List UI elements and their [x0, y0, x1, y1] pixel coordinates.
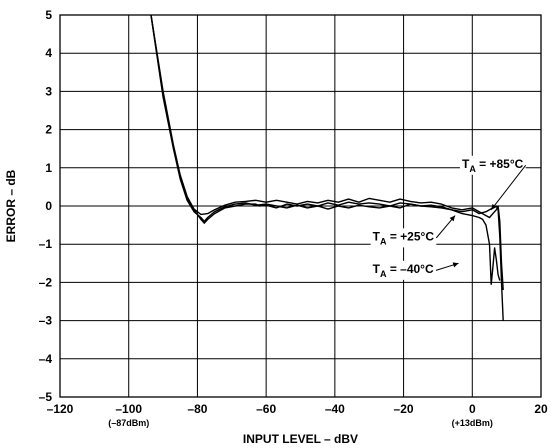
x-tick-label: –60 — [256, 402, 276, 416]
x-tick-label: 0 — [469, 402, 476, 416]
y-tick-label: –5 — [39, 390, 53, 404]
x-tick-sublabel: (+13dBm) — [452, 418, 493, 428]
y-tick-label: 0 — [45, 199, 52, 213]
annotation-arrowhead — [449, 215, 456, 222]
x-tick-label: –20 — [394, 402, 414, 416]
annotation-label-background — [370, 260, 436, 280]
x-tick-label: 20 — [534, 402, 548, 416]
x-tick-label: –120 — [47, 402, 74, 416]
annotation-label: TA = –40°C — [373, 262, 434, 279]
annotation-label: TA = +25°C — [373, 229, 435, 246]
x-tick-label: –80 — [187, 402, 207, 416]
y-axis-ticks: –5 –4 –3 –2 –1 0 1 2 3 4 5 — [39, 8, 53, 404]
y-tick-label: –4 — [39, 352, 53, 366]
x-tick-label: –100 — [115, 402, 142, 416]
annotations: TA = +85°C TA = +25°C TA = –40°C — [370, 155, 527, 280]
y-tick-label: 2 — [45, 123, 52, 137]
plot-frame — [59, 14, 542, 398]
x-tick-label: –40 — [325, 402, 345, 416]
annotation-leader-line — [490, 164, 527, 211]
y-tick-label: –2 — [39, 275, 53, 289]
y-axis-label: ERROR – dB — [4, 169, 18, 242]
annotation-label-background — [370, 228, 437, 248]
series-line — [150, 14, 501, 285]
y-tick-label: 5 — [45, 8, 52, 22]
y-tick-label: 4 — [45, 46, 52, 60]
y-tick-label: 3 — [45, 84, 52, 98]
series-lines — [150, 14, 504, 321]
annotation-arrowhead — [491, 203, 497, 210]
annotation-arrowhead — [452, 262, 459, 268]
x-axis-ticks: –120 –100 –80 –60 –40 –20 0 20 (–87dBm) (+13dBm) — [47, 402, 548, 428]
y-tick-label: –1 — [39, 237, 53, 251]
series-line — [150, 14, 504, 321]
x-tick-sublabel: (–87dBm) — [108, 418, 149, 428]
x-axis-label: INPUT LEVEL – dBV — [243, 432, 358, 446]
series-line — [150, 14, 504, 291]
annotation-label-background — [459, 155, 526, 175]
y-tick-label: –3 — [39, 314, 53, 328]
annotation-label: TA = +85°C — [462, 157, 524, 174]
y-tick-label: 1 — [45, 161, 52, 175]
